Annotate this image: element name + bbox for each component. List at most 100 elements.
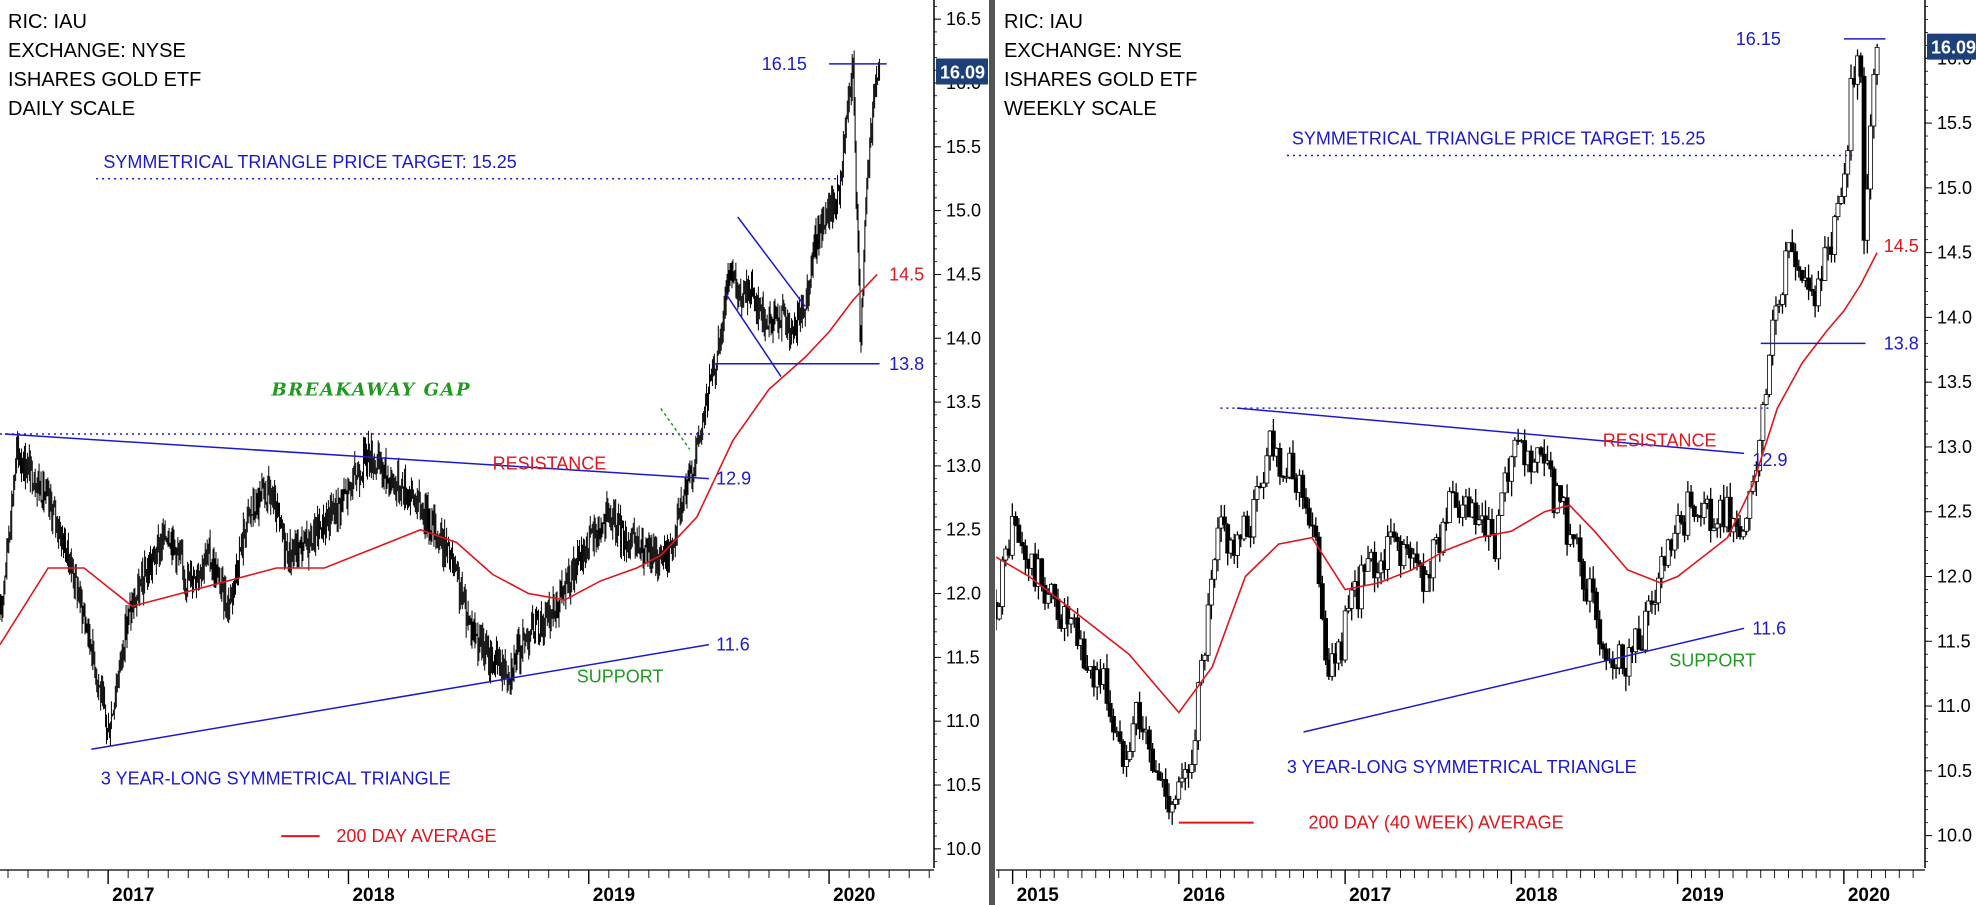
candle-body — [1391, 531, 1397, 538]
candle-body — [1512, 439, 1518, 458]
candle-body — [1767, 354, 1772, 395]
candle-body — [1195, 682, 1201, 742]
chart-annotation: 11.6 — [1752, 618, 1786, 638]
candle-body — [1013, 515, 1018, 526]
chart-annotation: 14.5 — [1884, 236, 1919, 256]
candle-body — [1372, 551, 1377, 579]
candle-body — [1809, 288, 1815, 292]
y-tick-label: 16.5 — [946, 9, 981, 29]
candle-body — [1780, 294, 1785, 305]
flag-lower-line — [725, 293, 782, 377]
candle-body — [1603, 648, 1609, 661]
y-tick-label: 15.0 — [946, 201, 981, 221]
candle-body — [1793, 251, 1798, 268]
candle-body — [1460, 504, 1466, 518]
y-tick-label: 14.0 — [1937, 307, 1972, 327]
candle-body — [1740, 530, 1746, 538]
candle-body — [1453, 492, 1459, 508]
x-tick-label: 2017 — [112, 885, 154, 905]
candle-body — [1270, 430, 1276, 457]
candle-body — [1349, 589, 1355, 609]
candle-body — [1235, 534, 1240, 556]
candle-body — [1385, 536, 1391, 570]
candle-body — [1835, 203, 1841, 218]
candle-body — [1414, 553, 1420, 564]
candle-body — [1264, 455, 1270, 484]
candle-body — [1548, 460, 1554, 470]
candle-body — [1581, 561, 1586, 590]
candle-body — [1711, 527, 1717, 532]
info-line: EXCHANGE: NYSE — [8, 40, 186, 62]
y-tick-label: 15.5 — [946, 137, 981, 157]
candle-body — [1496, 514, 1501, 560]
y-tick-label: 12.5 — [946, 520, 981, 540]
candle-body — [1156, 771, 1162, 781]
candle-body — [1225, 524, 1231, 554]
candle-body — [1874, 46, 1880, 75]
y-tick-label: 10.5 — [1937, 761, 1972, 781]
candle-body — [1323, 618, 1329, 661]
y-tick-label: 11.0 — [1937, 696, 1971, 716]
candle-body — [1597, 619, 1603, 645]
y-tick-label: 11.0 — [946, 711, 980, 731]
y-tick-label: 12.5 — [1937, 502, 1972, 522]
chart-annotation: 200 DAY AVERAGE — [336, 826, 496, 846]
candle-body — [1173, 798, 1178, 805]
moving-average-line — [996, 252, 1878, 714]
chart-annotation: 16.15 — [1736, 29, 1781, 49]
candle-body — [1577, 537, 1583, 562]
candle-body — [1251, 499, 1257, 538]
candle-body — [1408, 547, 1413, 559]
candle-body — [1039, 558, 1045, 586]
chart-annotation: RESISTANCE — [1603, 430, 1717, 450]
candle-body — [1189, 764, 1195, 773]
x-tick-label: 2017 — [1349, 885, 1391, 905]
candle-body — [1280, 475, 1286, 478]
candle-body — [1447, 491, 1453, 523]
candle-body — [1610, 658, 1616, 669]
candle-body — [1284, 476, 1289, 479]
candle-body — [1714, 523, 1720, 529]
chart-info: RIC: IAU EXCHANGE: NYSE ISHARES GOLD ETF DA… — [8, 11, 201, 120]
candle-body — [1476, 519, 1482, 525]
y-tick-label: 12.0 — [946, 584, 981, 604]
candle-body — [1052, 583, 1058, 600]
chart-annotation: BREAKAWAY GAP — [271, 379, 471, 400]
candle-body — [1401, 544, 1407, 567]
candle-body — [1815, 278, 1821, 307]
candle-body — [1329, 653, 1335, 677]
x-tick-label: 2019 — [1682, 885, 1724, 905]
y-tick-label: 10.0 — [946, 839, 981, 859]
candle-body — [1424, 574, 1430, 592]
candle-body — [1528, 450, 1534, 473]
candle-body — [1567, 534, 1573, 545]
candle-body — [1776, 303, 1782, 307]
candle-body — [1443, 521, 1449, 524]
y-tick-label: 10.0 — [1937, 826, 1972, 846]
gap-pointer — [660, 408, 691, 450]
candle-body — [1222, 516, 1227, 525]
support-line — [91, 643, 710, 751]
candle-body — [1558, 485, 1563, 502]
candle-body — [1535, 447, 1541, 463]
time-axis: 2017 2018 2019 2020 — [0, 869, 934, 905]
candle-body — [1254, 486, 1260, 500]
candle-body — [1822, 247, 1828, 281]
candle-body — [1208, 578, 1214, 606]
candle-body — [1600, 643, 1606, 650]
candle-body — [1342, 610, 1348, 661]
candle-body — [1789, 242, 1795, 253]
candle-body — [1009, 515, 1015, 556]
candle-body — [1773, 305, 1779, 321]
candle-body — [1473, 502, 1479, 525]
candle-body — [1016, 524, 1022, 543]
candle-body — [1806, 277, 1811, 290]
candle-body — [1394, 536, 1400, 542]
candle-body — [1127, 751, 1133, 760]
info-line: DAILY SCALE — [8, 98, 135, 120]
last-price-label: 16.09 — [940, 62, 985, 82]
x-tick-label: 2020 — [1848, 885, 1890, 905]
candle-body — [1858, 55, 1864, 77]
candle-body — [1346, 607, 1351, 612]
candle-body — [1450, 491, 1456, 494]
